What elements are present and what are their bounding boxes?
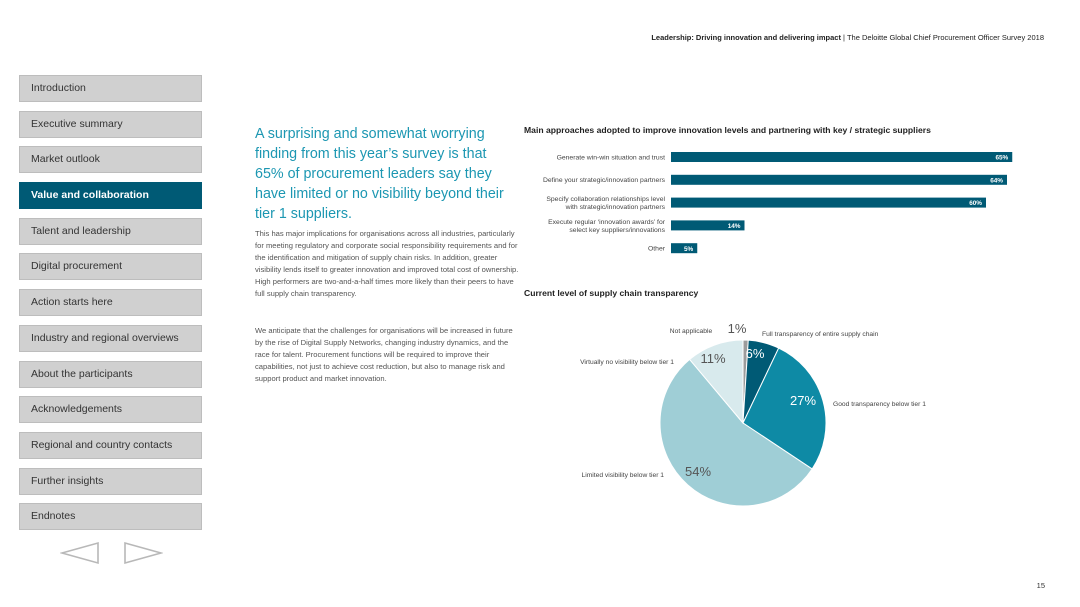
- bar-value-label: 14%: [728, 223, 741, 230]
- pie-slice-2: [742, 347, 827, 470]
- sidebar-item-talent-and-leadership[interactable]: Talent and leadership: [19, 217, 202, 245]
- pie-slice-4: [688, 339, 744, 425]
- pie-category-label: Virtually no visibility below tier 1: [580, 359, 674, 366]
- sidebar-item-about-the-participants[interactable]: About the participants: [19, 360, 202, 388]
- bar-value-label: 60%: [969, 200, 982, 207]
- pie-category-label: Full transparency of entire supply chain: [762, 331, 879, 338]
- pie-category-label: Not applicable: [670, 328, 713, 335]
- pie-value-label: 11%: [700, 351, 725, 366]
- bar-0: [671, 152, 1013, 162]
- header-subtitle: The Deloitte Global Chief Procurement Of…: [846, 33, 1044, 42]
- sidebar-item-regional-and-country-contacts[interactable]: Regional and country contacts: [19, 431, 202, 459]
- innovation-approaches-bar-chart: 65% Generate win-win situation and trust 6…: [543, 152, 1013, 254]
- bar-chart-title: Main approaches adopted to improve innov…: [524, 125, 931, 135]
- sidebar-item-acknowledgements[interactable]: Acknowledgements: [19, 396, 202, 424]
- bar-value-label: 5%: [684, 246, 694, 253]
- sidebar-nav: Introduction Executive summary Market outl…: [19, 75, 202, 539]
- bar-category-label: Other: [648, 246, 666, 253]
- sidebar-item-value-and-collaboration[interactable]: Value and collaboration: [19, 182, 202, 210]
- pie-slice-3: [659, 358, 813, 507]
- sidebar-item-market-outlook[interactable]: Market outlook: [19, 146, 202, 174]
- header-title: Leadership: Driving innovation and deliv…: [651, 33, 841, 42]
- sidebar-item-executive-summary[interactable]: Executive summary: [19, 110, 202, 138]
- sidebar-item-industry-and-regional-overviews[interactable]: Industry and regional overviews: [19, 324, 202, 352]
- headline: A surprising and somewhat worrying findi…: [255, 126, 504, 222]
- sidebar-item-endnotes[interactable]: Endnotes: [19, 503, 202, 531]
- bar-1: [671, 174, 1007, 185]
- pie-category-label: Good transparency below tier 1: [833, 401, 926, 408]
- bar-category-label: Define your strategic/innovation partner…: [543, 177, 666, 184]
- bar-value-label: 64%: [990, 177, 1003, 184]
- pie-chart-title: Current level of supply chain transparen…: [524, 288, 699, 298]
- body-paragraph-1: This has major implications for organisa…: [255, 229, 519, 298]
- pie-category-label: Limited visibility below tier 1: [581, 472, 664, 479]
- pie-value-label: 1%: [728, 321, 747, 336]
- pie-value-label: 27%: [790, 393, 816, 408]
- bar-category-label: Specify collaboration relationships leve…: [546, 196, 665, 211]
- page-number: 15: [1036, 581, 1045, 590]
- body-paragraph-2: We anticipate that the challenges for or…: [255, 326, 513, 383]
- sidebar-item-digital-procurement[interactable]: Digital procurement: [19, 253, 202, 281]
- page-header: Leadership: Driving innovation and deliv…: [651, 33, 1044, 42]
- next-page-arrow-icon[interactable]: [123, 541, 163, 565]
- pie-value-label: 54%: [685, 464, 711, 479]
- header-separator: |: [840, 33, 847, 42]
- bar-value-label: 65%: [995, 155, 1008, 162]
- sidebar-item-introduction[interactable]: Introduction: [19, 75, 202, 102]
- previous-page-arrow-icon[interactable]: [60, 541, 100, 565]
- bar-4: [671, 243, 698, 254]
- bar-category-label: Generate win-win situation and trust: [557, 154, 666, 161]
- pie-value-label: 6%: [746, 346, 765, 361]
- sidebar-item-further-insights[interactable]: Further insights: [19, 467, 202, 495]
- supply-chain-transparency-pie-chart: Not applicable 1% Full transparency of ent…: [580, 321, 926, 507]
- bar-category-label: Execute regular ‘innovation awards’ for s…: [548, 219, 666, 234]
- bar-2: [671, 197, 986, 208]
- bar-3: [671, 220, 745, 231]
- sidebar-item-action-starts-here[interactable]: Action starts here: [19, 289, 202, 317]
